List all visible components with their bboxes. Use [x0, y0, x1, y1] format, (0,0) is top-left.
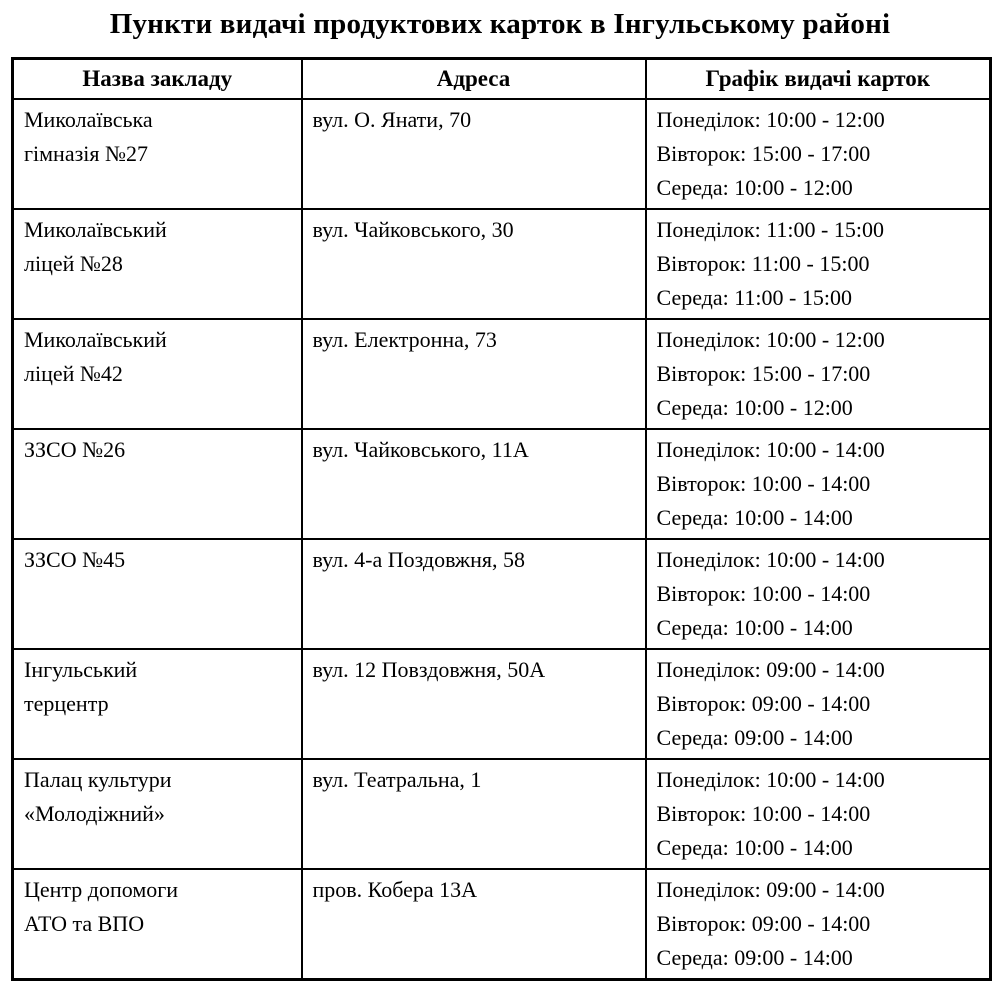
cell-facility-name: Миколаївський ліцей №28: [11, 208, 303, 320]
cell-address: вул. 4-а Поздовжня, 58: [300, 538, 647, 650]
table-row: Миколаївський ліцей №28 вул. Чайковськог…: [11, 208, 992, 320]
cell-schedule: Понеділок: 09:00 - 14:00 Вівторок: 09:00…: [644, 868, 992, 981]
schedule-line: Середа: 10:00 - 14:00: [656, 505, 853, 530]
cell-address: вул. Чайковського, 30: [300, 208, 647, 320]
schedule-line: Вівторок: 09:00 - 14:00: [656, 911, 871, 936]
facility-name-line: Центр допомоги: [24, 877, 179, 902]
facility-name-line: терцентр: [24, 691, 109, 716]
cell-facility-name: Миколаївська гімназія №27: [11, 98, 303, 210]
facility-name-line: ліцей №28: [24, 251, 123, 276]
facility-name-line: Миколаївська: [24, 107, 153, 132]
cell-address: вул. 12 Повздовжня, 50А: [300, 648, 647, 760]
header-cell-schedule: Графік видачі карток: [644, 57, 992, 100]
schedule-line: Понеділок: 11:00 - 15:00: [656, 217, 884, 242]
schedule-line: Середа: 10:00 - 12:00: [656, 395, 853, 420]
table-row: ЗЗСО №45 вул. 4-а Поздовжня, 58 Понеділо…: [11, 538, 992, 650]
address-text: вул. Чайковського, 30: [312, 217, 514, 242]
cell-schedule: Понеділок: 10:00 - 14:00 Вівторок: 10:00…: [644, 538, 992, 650]
facility-name-line: «Молодіжний»: [24, 801, 165, 826]
cell-schedule: Понеділок: 10:00 - 14:00 Вівторок: 10:00…: [644, 758, 992, 870]
address-text: вул. Театральна, 1: [312, 767, 482, 792]
schedule-line: Понеділок: 10:00 - 14:00: [656, 547, 885, 572]
schedule-line: Середа: 10:00 - 14:00: [656, 835, 853, 860]
address-text: вул. О. Янати, 70: [312, 107, 472, 132]
address-text: вул. 12 Повздовжня, 50А: [312, 657, 546, 682]
schedule-line: Понеділок: 10:00 - 14:00: [656, 767, 885, 792]
cell-facility-name: ЗЗСО №45: [11, 538, 303, 650]
cell-address: пров. Кобера 13А: [300, 868, 647, 981]
facility-name-line: Інгульський: [24, 657, 138, 682]
address-text: вул. Електронна, 73: [312, 327, 497, 352]
header-cell-name: Назва закладу: [11, 57, 303, 100]
table-row: Миколаївська гімназія №27 вул. О. Янати,…: [11, 98, 992, 210]
schedule-line: Понеділок: 09:00 - 14:00: [656, 657, 885, 682]
facility-name-line: ЗЗСО №26: [24, 437, 126, 462]
facility-name-line: Миколаївський: [24, 327, 167, 352]
table-row: Миколаївський ліцей №42 вул. Електронна,…: [11, 318, 992, 430]
cell-facility-name: Палац культури «Молодіжний»: [11, 758, 303, 870]
schedule-line: Вівторок: 10:00 - 14:00: [656, 801, 871, 826]
address-text: вул. Чайковського, 11А: [312, 437, 529, 462]
schedule-line: Вівторок: 11:00 - 15:00: [656, 251, 870, 276]
table-row: Центр допомоги АТО та ВПО пров. Кобера 1…: [11, 868, 992, 981]
schedule-line: Середа: 10:00 - 14:00: [656, 615, 853, 640]
schedule-line: Понеділок: 10:00 - 12:00: [656, 107, 885, 132]
schedule-line: Вівторок: 09:00 - 14:00: [656, 691, 871, 716]
table-row: ЗЗСО №26 вул. Чайковського, 11А Понеділо…: [11, 428, 992, 540]
schedule-line: Вівторок: 10:00 - 14:00: [656, 471, 871, 496]
facility-name-line: АТО та ВПО: [24, 911, 145, 936]
facility-name-line: ЗЗСО №45: [24, 547, 126, 572]
schedule-line: Понеділок: 10:00 - 14:00: [656, 437, 885, 462]
cell-facility-name: Центр допомоги АТО та ВПО: [11, 868, 303, 981]
cell-schedule: Понеділок: 11:00 - 15:00 Вівторок: 11:00…: [644, 208, 992, 320]
cell-facility-name: Інгульський терцентр: [11, 648, 303, 760]
schedule-line: Понеділок: 09:00 - 14:00: [656, 877, 885, 902]
header-cell-address: Адреса: [300, 57, 647, 100]
schedule-line: Середа: 09:00 - 14:00: [656, 725, 853, 750]
facility-name-line: Миколаївський: [24, 217, 167, 242]
schedule-line: Вівторок: 10:00 - 14:00: [656, 581, 871, 606]
table-row: Інгульський терцентр вул. 12 Повздовжня,…: [11, 648, 992, 760]
table-row: Палац культури «Молодіжний» вул. Театрал…: [11, 758, 992, 870]
facility-name-line: гімназія №27: [24, 141, 149, 166]
cell-schedule: Понеділок: 09:00 - 14:00 Вівторок: 09:00…: [644, 648, 992, 760]
header-row: Назва закладу Адреса Графік видачі карто…: [11, 57, 992, 100]
schedule-line: Вівторок: 15:00 - 17:00: [656, 141, 871, 166]
cell-schedule: Понеділок: 10:00 - 14:00 Вівторок: 10:00…: [644, 428, 992, 540]
schedule-line: Середа: 10:00 - 12:00: [656, 175, 853, 200]
cell-facility-name: ЗЗСО №26: [11, 428, 303, 540]
cell-address: вул. Чайковського, 11А: [300, 428, 647, 540]
issuance-points-table: Назва закладу Адреса Графік видачі карто…: [11, 57, 992, 981]
facility-name-line: ліцей №42: [24, 361, 123, 386]
facility-name-line: Палац культури: [24, 767, 172, 792]
schedule-line: Вівторок: 15:00 - 17:00: [656, 361, 871, 386]
page-title: Пункти видачі продуктових карток в Інгул…: [109, 8, 891, 40]
cell-schedule: Понеділок: 10:00 - 12:00 Вівторок: 15:00…: [644, 318, 992, 430]
cell-address: вул. Театральна, 1: [300, 758, 647, 870]
schedule-line: Середа: 09:00 - 14:00: [656, 945, 853, 970]
cell-facility-name: Миколаївський ліцей №42: [11, 318, 303, 430]
schedule-line: Понеділок: 10:00 - 12:00: [656, 327, 885, 352]
schedule-line: Середа: 11:00 - 15:00: [656, 285, 853, 310]
address-text: вул. 4-а Поздовжня, 58: [312, 547, 525, 572]
cell-schedule: Понеділок: 10:00 - 12:00 Вівторок: 15:00…: [644, 98, 992, 210]
address-text: пров. Кобера 13А: [312, 877, 478, 902]
cell-address: вул. О. Янати, 70: [300, 98, 647, 210]
cell-address: вул. Електронна, 73: [300, 318, 647, 430]
